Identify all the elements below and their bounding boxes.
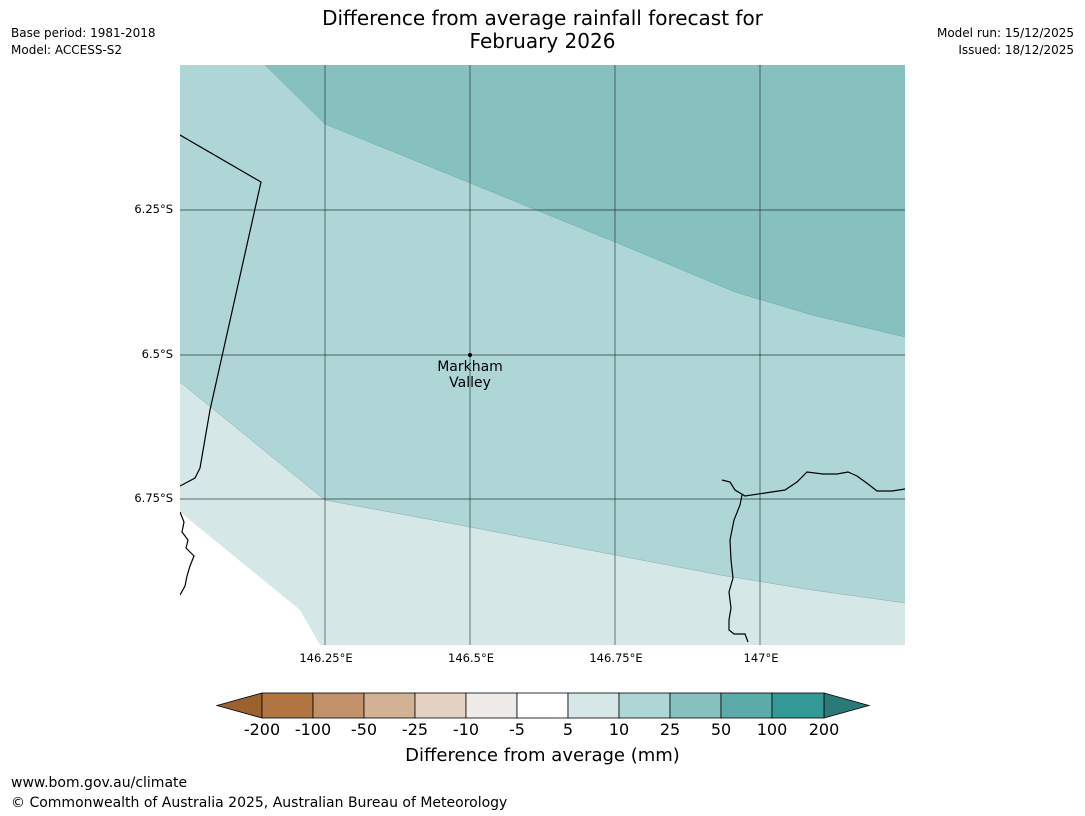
base-period: Base period: 1981-2018: [11, 26, 156, 40]
colorbar-tick-label: 25: [659, 720, 681, 739]
location-marker: [468, 353, 472, 357]
colorbar-tick-label: -10: [452, 720, 480, 739]
colorbar-bin: [720, 692, 773, 719]
title-line-1: Difference from average rainfall forecas…: [322, 6, 763, 30]
title-line-2: February 2026: [469, 29, 616, 53]
colorbar-bin: [618, 692, 671, 719]
colorbar-bin: [312, 692, 365, 719]
border-line: [180, 134, 262, 487]
colorbar-bin: [414, 692, 467, 719]
place-name-line-2: Valley: [449, 375, 491, 391]
model-name: Model: ACCESS-S2: [11, 43, 123, 57]
colorbar: [215, 692, 871, 719]
no-data-area: [180, 512, 320, 645]
colorbar-tick-label: -100: [294, 720, 332, 739]
meta-left: Base period: 1981-2018 Model: ACCESS-S2: [11, 25, 156, 59]
colorbar-bin: [261, 692, 314, 719]
colorbar-tick-label: -5: [509, 720, 525, 739]
coastline-west: [180, 511, 195, 596]
footer-url[interactable]: www.bom.gov.au/climate: [11, 775, 188, 791]
lon-label: 146.25°E: [299, 651, 353, 665]
lat-label: 6.5°S: [141, 347, 173, 361]
colorbar-tick-label: -200: [243, 720, 281, 739]
lon-label: 146.75°E: [589, 651, 643, 665]
place-label: Markham Valley: [420, 359, 520, 391]
colorbar-tick-label: 100: [756, 720, 788, 739]
model-run: Model run: 15/12/2025: [936, 26, 1074, 40]
colorbar-arrow-low: [215, 692, 263, 719]
colorbar-bin: [465, 692, 518, 719]
map-title: Difference from average rainfall forecas…: [0, 7, 1085, 53]
colorbar-bin: [567, 692, 620, 719]
lat-label: 6.75°S: [134, 491, 173, 505]
colorbar-bin: [669, 692, 722, 719]
colorbar-bin: [516, 692, 569, 719]
colorbar-tick-label: -25: [401, 720, 429, 739]
issued-date: Issued: 18/12/2025: [958, 43, 1074, 57]
lon-label: 146.5°E: [448, 651, 494, 665]
colorbar-bin: [771, 692, 825, 719]
footer-copyright: © Commonwealth of Australia 2025, Austra…: [11, 795, 508, 811]
colorbar-tick-label: 5: [562, 720, 574, 739]
coastline-east: [721, 471, 905, 497]
colorbar-tick-label: 10: [608, 720, 630, 739]
region-25-to-50: [265, 65, 905, 337]
colorbar-arrow-high: [823, 692, 871, 719]
place-name-line-1: Markham: [437, 359, 503, 375]
colorbar-bin: [363, 692, 416, 719]
colorbar-title: Difference from average (mm): [405, 745, 680, 766]
meta-right: Model run: 15/12/2025 Issued: 18/12/2025: [937, 25, 1074, 59]
colorbar-tick-label: -50: [350, 720, 378, 739]
colorbar-tick-label: 200: [808, 720, 840, 739]
lat-label: 6.25°S: [134, 202, 173, 216]
colorbar-tick-label: 50: [710, 720, 732, 739]
lon-label: 147°E: [743, 651, 779, 665]
river-line: [728, 494, 749, 643]
